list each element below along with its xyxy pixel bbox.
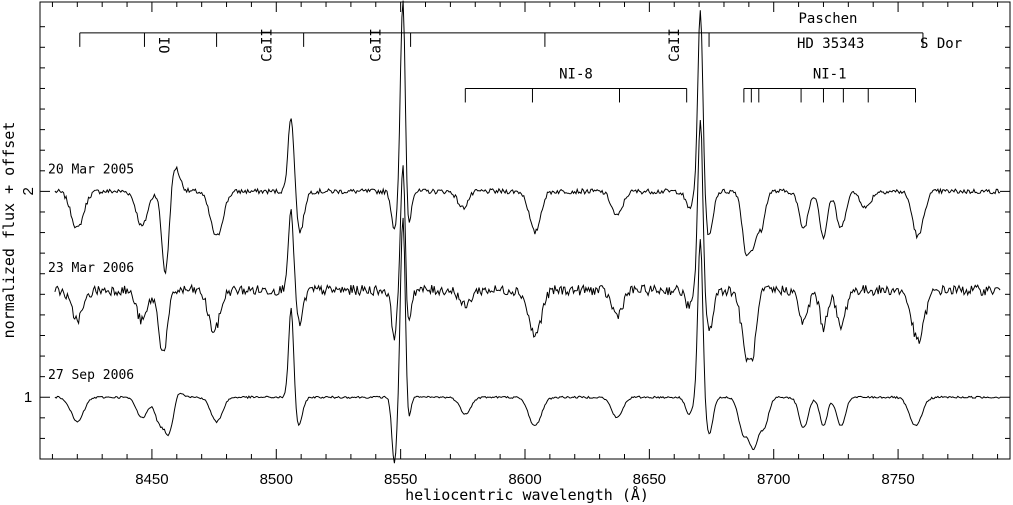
y-tick-label: 1 (24, 389, 32, 406)
x-tick-label: 8500 (260, 471, 293, 488)
line-markers: Paschen NI-8 NI-1 OI CaII CaII CaII (79, 11, 924, 103)
x-tick-label: 8750 (881, 471, 914, 488)
line-list-label: Paschen (798, 11, 857, 27)
series-line (54, 0, 1001, 275)
x-axis-label: heliocentric wavelength (Å) (405, 485, 649, 504)
line-list-label: NI-1 (813, 66, 847, 82)
axis-ticks: 8450 8500 8550 8600 8650 8700 8750 1 2 (20, 2, 1010, 488)
chart-title: HD 35343 (797, 36, 864, 52)
x-tick-label: 8550 (384, 471, 417, 488)
chart-subtitle: S Dor (920, 36, 962, 52)
series-label: 27 Sep 2006 (48, 368, 134, 383)
ion-label: CaII (259, 28, 275, 62)
y-axis-label: normalized flux + offset (0, 122, 18, 339)
x-tick-label: 8450 (135, 471, 168, 488)
series-group: 20 Mar 2005 23 Mar 2006 27 Sep 2006 (48, 0, 1001, 464)
series-line (54, 217, 1001, 464)
x-tick-label: 8600 (508, 471, 541, 488)
line-list-label: NI-8 (559, 66, 593, 82)
series-line (54, 119, 1001, 363)
ion-label: CaII (369, 28, 385, 62)
x-tick-label: 8700 (757, 471, 790, 488)
ion-label: OI (157, 37, 173, 54)
series-label: 20 Mar 2005 (48, 162, 134, 177)
ion-label: CaII (667, 28, 683, 62)
x-tick-label: 8650 (633, 471, 666, 488)
series-label: 23 Mar 2006 (48, 261, 134, 276)
plot-frame (39, 1, 1011, 460)
y-tick-label: 2 (20, 187, 37, 195)
